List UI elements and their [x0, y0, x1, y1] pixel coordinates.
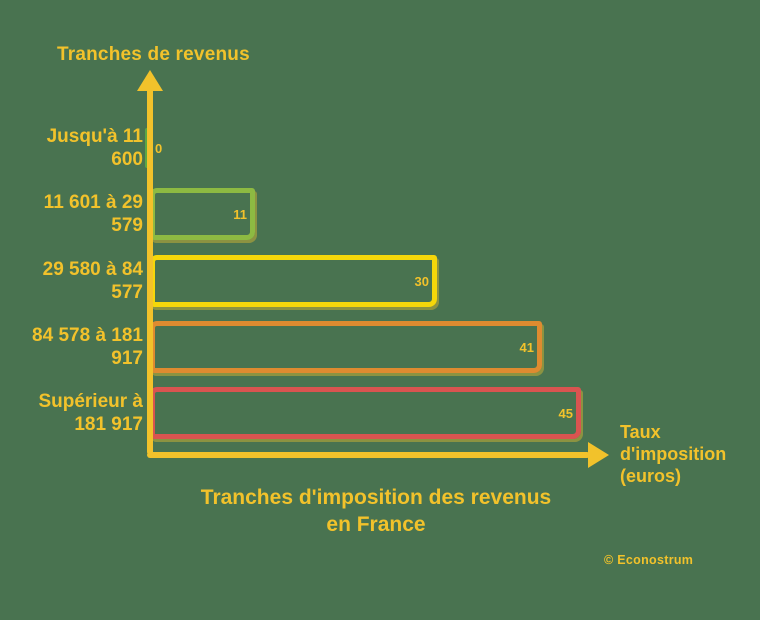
y-axis-line: [147, 88, 153, 455]
category-label: 29 580 à 84 577: [42, 258, 143, 303]
chart-title: Tranches d'imposition des revenus en Fra…: [200, 486, 552, 536]
value-label: 41: [519, 339, 534, 355]
y-axis-title: Tranches de revenus: [57, 44, 250, 65]
y-axis-arrow-icon: [137, 70, 163, 91]
value-label: 30: [414, 273, 429, 289]
bar-row-4: [150, 320, 542, 373]
category-label: 84 578 à 181 917: [32, 324, 143, 369]
category-label: Jusqu'à 11 600: [46, 126, 143, 170]
value-label: 0: [155, 141, 163, 156]
x-axis-title: Taux d'imposition (euros): [620, 422, 727, 486]
category-label: Supérieur à 181 917: [38, 391, 143, 435]
category-label: 11 601 à 29 579: [43, 192, 143, 237]
value-label: 45: [558, 406, 573, 421]
credit-watermark: © Econostrum: [604, 553, 694, 567]
value-label: 11: [233, 207, 247, 223]
bar-row-3: [150, 254, 437, 307]
bar-row-5: [150, 387, 581, 439]
x-axis-line: [147, 452, 590, 458]
x-axis-arrow-icon: [588, 442, 609, 468]
